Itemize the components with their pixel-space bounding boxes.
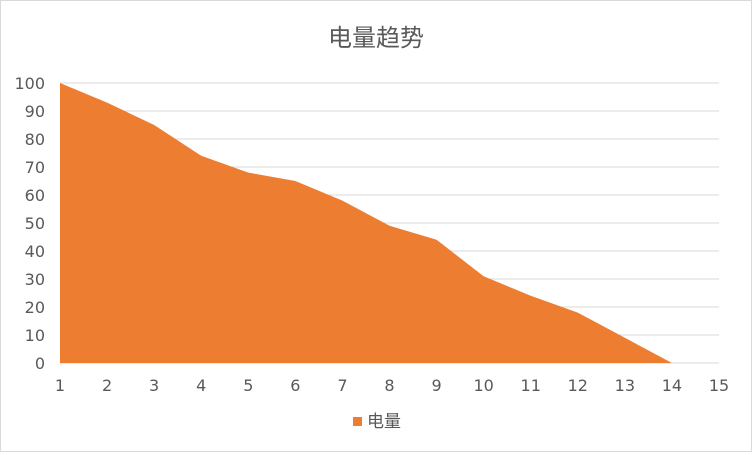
legend-swatch: [353, 417, 362, 426]
y-tick-label: 70: [25, 158, 45, 177]
x-tick-label: 7: [337, 376, 347, 395]
x-tick-label: 9: [431, 376, 441, 395]
x-tick-label: 4: [196, 376, 206, 395]
legend-label: 电量: [367, 412, 401, 432]
x-tick-label: 2: [102, 376, 112, 395]
y-tick-label: 0: [35, 354, 45, 373]
x-tick-label: 10: [473, 376, 493, 395]
x-tick-label: 1: [55, 376, 65, 395]
y-tick-label: 60: [25, 186, 45, 205]
chart-title: 电量趋势: [328, 24, 424, 52]
x-tick-label: 3: [149, 376, 159, 395]
x-tick-label: 14: [662, 376, 682, 395]
y-tick-label: 30: [25, 270, 45, 289]
x-tick-label: 6: [290, 376, 300, 395]
x-tick-label: 5: [243, 376, 253, 395]
y-tick-label: 40: [25, 242, 45, 261]
x-tick-label: 11: [521, 376, 541, 395]
y-tick-label: 90: [25, 102, 45, 121]
y-tick-label: 100: [14, 74, 45, 93]
x-tick-label: 12: [568, 376, 588, 395]
x-tick-label: 8: [384, 376, 394, 395]
y-tick-label: 50: [25, 214, 45, 233]
x-tick-label: 15: [709, 376, 729, 395]
y-tick-label: 80: [25, 130, 45, 149]
y-tick-label: 10: [25, 326, 45, 345]
x-tick-label: 13: [615, 376, 635, 395]
legend: 电量: [353, 412, 401, 432]
y-axis-ticks: 0 10 20 30 40 50 60 70 80 90 100: [14, 74, 45, 373]
y-tick-label: 20: [25, 298, 45, 317]
